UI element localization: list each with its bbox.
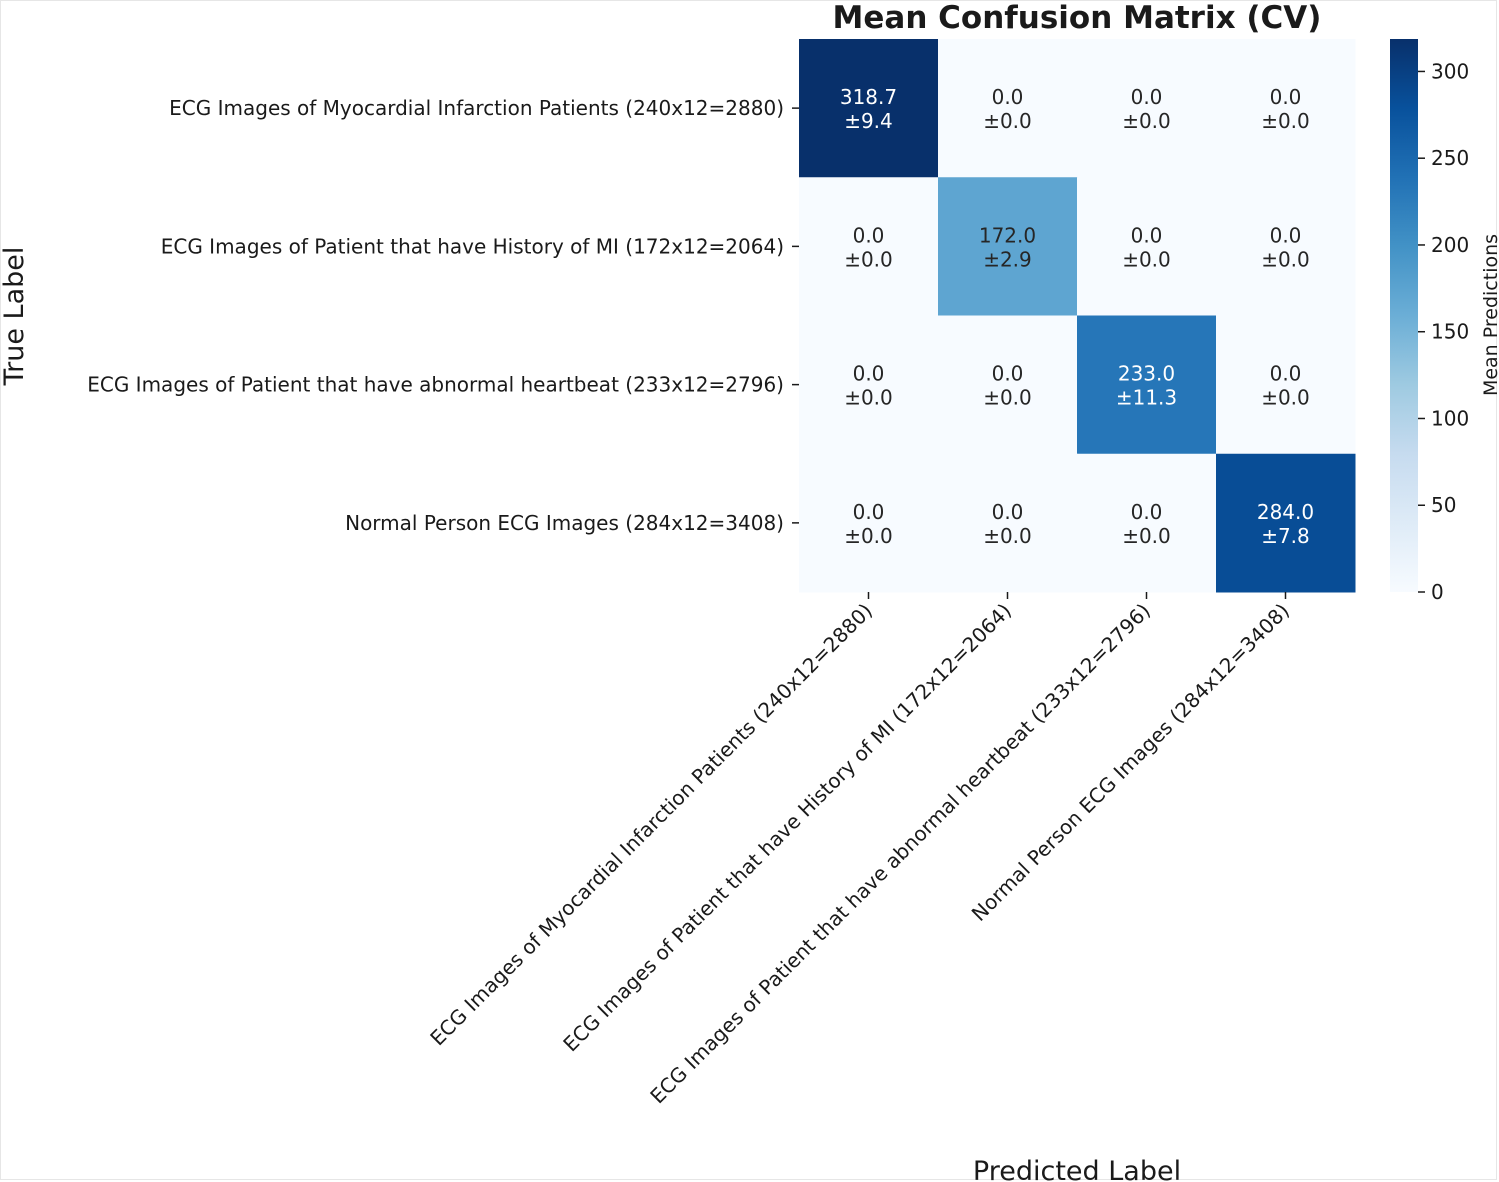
cell-r2-c1	[938, 315, 1078, 455]
cell-r3-c3	[1216, 453, 1356, 593]
cell-r1-c1	[938, 177, 1078, 316]
colorbar-tick-label-6: 300	[1431, 59, 1469, 83]
x-tick-label-3: Normal Person ECG Images (284x12=3408)	[967, 599, 1294, 926]
chart-title: Mean Confusion Matrix (CV)	[833, 0, 1322, 36]
colorbar-tick-label-4: 200	[1431, 233, 1469, 257]
colorbar-tick-label-3: 150	[1431, 320, 1469, 344]
cell-annotation-r3-c0: 0.0 ±0.0	[844, 500, 893, 548]
cell-r0-c0	[799, 39, 939, 178]
cell-r1-c0	[799, 177, 939, 316]
colorbar-ticks: 0 50 100 150 200 250 300	[1418, 59, 1469, 604]
cell-r1-c3	[1216, 177, 1356, 316]
colorbar-tick-label-2: 100	[1431, 406, 1469, 430]
colorbar	[1390, 39, 1418, 592]
y-tick-label-0: ECG Images of Myocardial Infarction Pati…	[169, 96, 784, 120]
cell-annotation-r1-c0: 0.0 ±0.0	[844, 223, 893, 271]
cell-annotations: 318.7 ±9.4 0.0 ±0.0 0.0 ±0.0 0.0 ±0.0 0.0 ±0.0 172…	[840, 85, 1314, 548]
cell-r2-c0	[799, 315, 939, 455]
cell-annotation-r0-c3: 0.0 ±0.0	[1261, 85, 1310, 133]
x-tick-labels: ECG Images of Myocardial Infarction Pati…	[425, 592, 1294, 1108]
y-tick-label-2: ECG Images of Patient that have abnormal…	[87, 373, 784, 397]
cell-annotation-r0-c0: 318.7 ±9.4	[840, 85, 897, 133]
y-axis-label: True Label	[0, 247, 30, 387]
cell-r2-c2	[1077, 315, 1217, 455]
cell-annotation-r2-c3: 0.0 ±0.0	[1261, 362, 1310, 410]
cell-r2-c3	[1216, 315, 1356, 455]
colorbar-tick-label-5: 250	[1431, 146, 1469, 170]
colorbar-tick-label-0: 0	[1431, 580, 1444, 604]
cell-r0-c3	[1216, 39, 1356, 178]
cell-annotation-r1-c3: 0.0 ±0.0	[1261, 223, 1310, 271]
y-tick-labels: ECG Images of Myocardial Infarction Pati…	[87, 96, 799, 535]
x-tick-label-2: ECG Images of Patient that have abnormal…	[645, 599, 1155, 1109]
cell-r3-c0	[799, 453, 939, 593]
colorbar-tick-label-1: 50	[1431, 493, 1456, 517]
y-tick-label-3: Normal Person ECG Images (284x12=3408)	[345, 511, 784, 535]
heatmap-cells	[799, 39, 1356, 593]
y-tick-label-1: ECG Images of Patient that have History …	[161, 234, 784, 258]
cell-annotation-r0-c1: 0.0 ±0.0	[983, 85, 1032, 133]
cell-annotation-r1-c1: 172.0 ±2.9	[979, 223, 1036, 271]
x-axis-label: Predicted Label	[973, 1156, 1181, 1182]
cell-r3-c1	[938, 453, 1078, 593]
colorbar-label: Mean Predictions	[1480, 234, 1499, 396]
cell-r1-c2	[1077, 177, 1217, 316]
cell-annotation-r3-c3: 284.0 ±7.8	[1257, 500, 1314, 548]
cell-annotation-r0-c2: 0.0 ±0.0	[1122, 85, 1171, 133]
x-tick-label-1: ECG Images of Patient that have History …	[558, 599, 1016, 1057]
cell-annotation-r3-c1: 0.0 ±0.0	[983, 500, 1032, 548]
cell-r3-c2	[1077, 453, 1217, 593]
cell-annotation-r3-c2: 0.0 ±0.0	[1122, 500, 1171, 548]
cell-r0-c1	[938, 39, 1078, 178]
x-tick-label-0: ECG Images of Myocardial Infarction Pati…	[425, 599, 877, 1051]
cell-annotation-r1-c2: 0.0 ±0.0	[1122, 223, 1171, 271]
cell-annotation-r2-c0: 0.0 ±0.0	[844, 362, 893, 410]
cell-annotation-r2-c2: 233.0 ±11.3	[1116, 362, 1177, 410]
cell-r0-c2	[1077, 39, 1217, 178]
cell-annotation-r2-c1: 0.0 ±0.0	[983, 362, 1032, 410]
